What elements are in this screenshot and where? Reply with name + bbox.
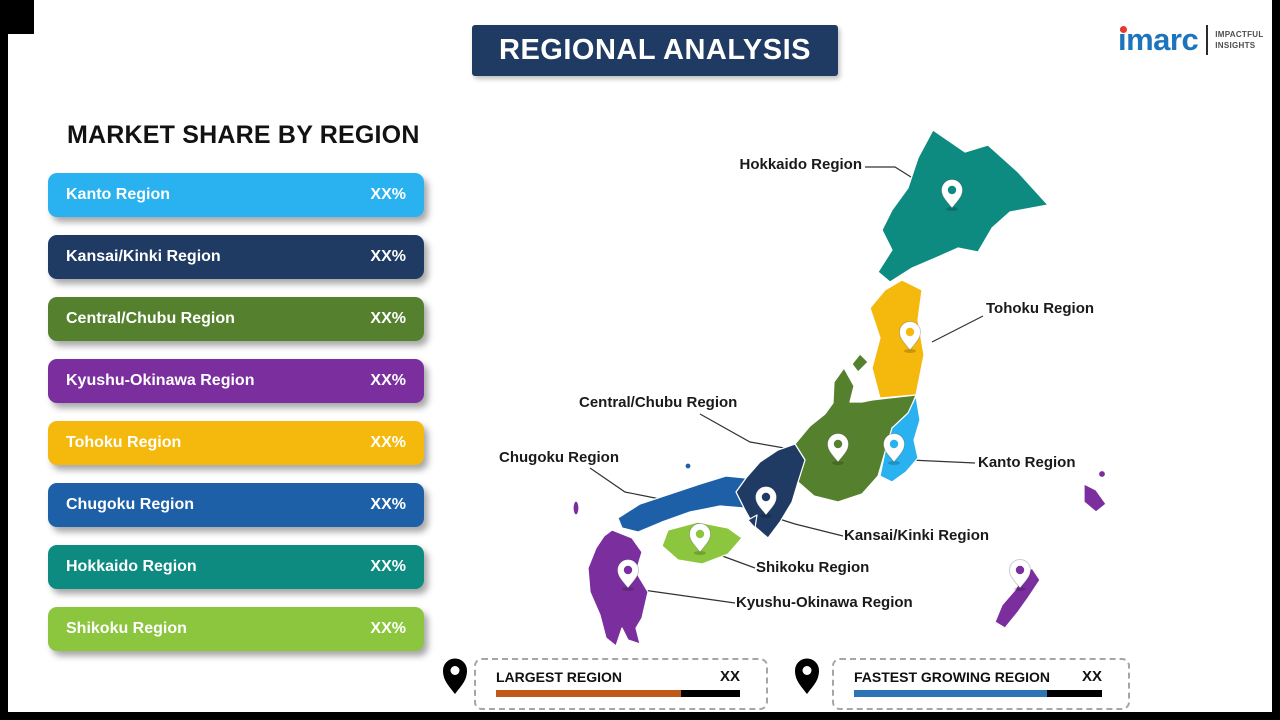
- share-bar-label: Kyushu-Okinawa Region: [66, 372, 255, 389]
- legend-fastest-growing-region: FASTEST GROWING REGION XX: [832, 658, 1130, 710]
- share-bar-value: XX%: [370, 186, 406, 203]
- leader-line-kyushu-okinawa: [642, 589, 736, 604]
- frame-bottom-border: [0, 712, 1280, 720]
- imarc-logo: imarc IMPACTFUL INSIGHTS: [1118, 24, 1264, 55]
- share-bar-chubu: Central/Chubu Region XX%: [48, 297, 424, 341]
- map-pin-okinawa: [1008, 559, 1032, 591]
- japan-map: [572, 129, 1107, 647]
- island-tsushima: [572, 500, 580, 516]
- share-bar-label: Tohoku Region: [66, 434, 182, 451]
- share-bar-label: Hokkaido Region: [66, 558, 197, 575]
- share-bar-value: XX%: [370, 620, 406, 637]
- share-bar-label: Chugoku Region: [66, 496, 194, 513]
- share-bar-value: XX%: [370, 372, 406, 389]
- map-label-hokkaido: Hokkaido Region: [739, 156, 862, 173]
- legend-largest-bar: [496, 690, 740, 697]
- share-bar-tohoku: Tohoku Region XX%: [48, 421, 424, 465]
- legend-largest-label: LARGEST REGION: [496, 668, 623, 685]
- share-bar-label: Central/Chubu Region: [66, 310, 235, 327]
- map-label-shikoku: Shikoku Region: [756, 559, 870, 576]
- legend-fastest-bar: [854, 690, 1102, 697]
- island-amami-north: [1097, 469, 1107, 479]
- map-pin-shikoku: [688, 523, 712, 555]
- share-bar-value: XX%: [370, 310, 406, 327]
- island-oki: [684, 462, 692, 470]
- share-bar-kanto: Kanto Region XX%: [48, 173, 424, 217]
- island-amami: [1083, 483, 1107, 513]
- map-label-tohoku: Tohoku Region: [986, 300, 1095, 317]
- logo-tagline-line2: INSIGHTS: [1215, 40, 1256, 50]
- market-share-panel: Kanto Region XX% Kansai/Kinki Region XX%…: [48, 173, 424, 651]
- share-bar-label: Kansai/Kinki Region: [66, 248, 221, 265]
- island-awaji: [747, 514, 758, 529]
- leader-line-kanto: [909, 459, 976, 464]
- legend-largest-bar-tail: [681, 690, 740, 697]
- frame-left-border: [0, 0, 8, 720]
- legend-fastest-label: FASTEST GROWING REGION: [854, 668, 1051, 685]
- share-bar-kansai: Kansai/Kinki Region XX%: [48, 235, 424, 279]
- legend-fastest-value: XX: [1081, 668, 1102, 685]
- map-pin-kyushu: [616, 559, 640, 591]
- leader-line-tohoku: [931, 315, 984, 343]
- share-bar-value: XX%: [370, 496, 406, 513]
- legend-fastest-bar-color: [854, 690, 1048, 697]
- logo-tagline: IMPACTFUL INSIGHTS: [1215, 29, 1263, 51]
- market-share-title: MARKET SHARE BY REGION: [67, 121, 420, 149]
- region-hokkaido: [877, 129, 1049, 283]
- frame-corner-square: [0, 0, 34, 34]
- logo-tagline-line1: IMPACTFUL: [1215, 29, 1264, 39]
- leader-line-chugoku: [589, 467, 666, 501]
- legend-largest-value: XX: [719, 668, 740, 685]
- share-bar-chugoku: Chugoku Region XX%: [48, 483, 424, 527]
- map-label-chubu: Central/Chubu Region: [579, 394, 738, 411]
- map-pins: [616, 179, 1032, 591]
- share-bar-value: XX%: [370, 248, 406, 265]
- map-pin-hokkaido: [940, 179, 964, 211]
- logo-divider: [1206, 24, 1209, 55]
- leader-line-kansai: [772, 516, 844, 537]
- legend-largest-bar-color: [496, 690, 682, 697]
- share-bar-hokkaido: Hokkaido Region XX%: [48, 545, 424, 589]
- map-pin-tohoku: [898, 321, 922, 353]
- share-bar-label: Kanto Region: [66, 186, 170, 203]
- frame-right-border: [1272, 0, 1280, 720]
- imarc-brand-text: imarc: [1118, 22, 1199, 57]
- fastest-region-pin-icon: [795, 658, 819, 694]
- logo-red-dot-icon: [1120, 26, 1127, 33]
- map-label-kyushu-okinawa: Kyushu-Okinawa Region: [736, 594, 913, 611]
- map-label-kansai: Kansai/Kinki Region: [844, 527, 990, 544]
- share-bar-shikoku: Shikoku Region XX%: [48, 607, 424, 651]
- map-label-kanto: Kanto Region: [978, 454, 1076, 471]
- map-pin-kansai: [754, 486, 778, 518]
- region-chugoku: [617, 475, 747, 533]
- largest-region-pin-icon: [443, 658, 467, 694]
- share-bar-value: XX%: [370, 558, 406, 575]
- region-kyushu: [587, 529, 649, 647]
- legend-fastest-bar-tail: [1047, 690, 1102, 697]
- island-sado: [851, 353, 869, 373]
- share-bar-label: Shikoku Region: [66, 620, 187, 637]
- map-pin-kanto: [882, 433, 906, 465]
- share-bar-kyushu-okinawa: Kyushu-Okinawa Region XX%: [48, 359, 424, 403]
- legend-largest-region: LARGEST REGION XX: [474, 658, 768, 710]
- imarc-wordmark: imarc: [1118, 22, 1199, 57]
- map-pin-chubu: [826, 433, 850, 465]
- page-title: REGIONAL ANALYSIS: [472, 25, 838, 76]
- share-bar-value: XX%: [370, 434, 406, 451]
- map-label-chugoku: Chugoku Region: [499, 449, 619, 466]
